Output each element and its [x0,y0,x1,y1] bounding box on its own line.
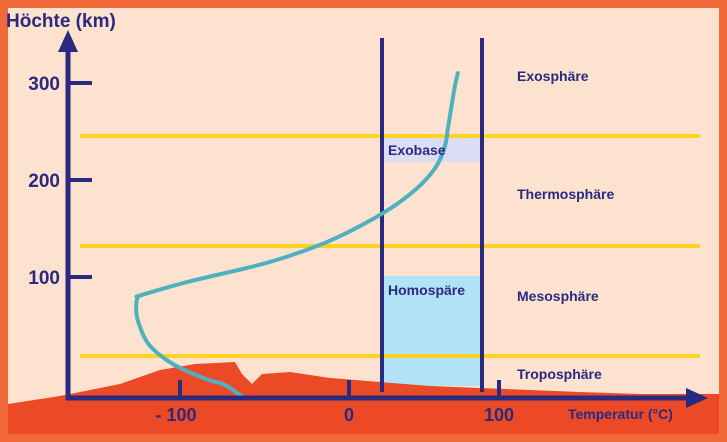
y-tick-label-200: 200 [28,171,60,192]
x-tick-label-minus100: - 100 [155,405,196,425]
homosphere-label: Homospäre [388,282,465,298]
exobase-region [384,138,480,162]
temperature-curve [134,71,460,400]
y-tick-label-300: 300 [28,74,60,95]
y-tick-label-100: 100 [28,268,60,289]
homosphere-region [384,276,480,386]
troposphere-label: Troposphäre [517,366,602,382]
exosphere-label: Exosphäre [517,68,589,84]
x-axis-arrow-icon [686,388,708,408]
y-axis: 300 200 100 Höchte (km) [6,11,116,400]
y-axis-label: Höchte (km) [6,11,116,32]
x-tick-label-0: 0 [344,405,354,425]
thermosphere-label: Thermosphäre [517,186,614,202]
exobase-label: Exobase [388,142,446,158]
x-axis-label: Temperatur (°C) [568,406,673,422]
mesosphere-label: Mesosphäre [517,288,599,304]
y-axis-arrow-icon [58,30,78,52]
layer-boundaries [80,134,700,358]
x-tick-label-100: 100 [484,405,514,425]
x-axis: - 100 0 100 Temperatur (°C) [66,380,708,425]
